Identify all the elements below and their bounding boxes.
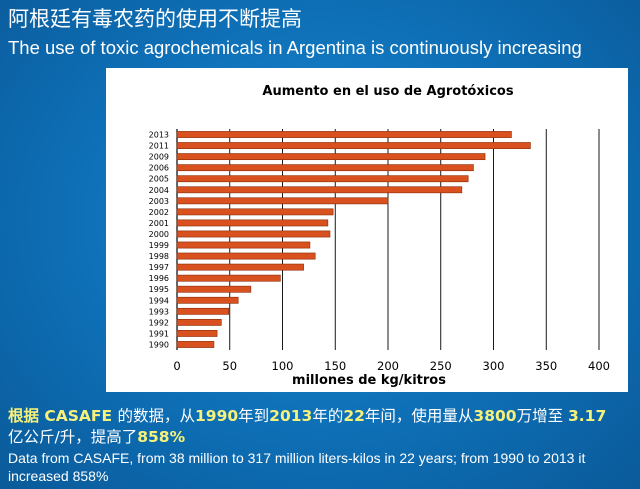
x-tick-label: 250 bbox=[430, 359, 452, 373]
bar-1991 bbox=[176, 330, 218, 337]
bar-2009 bbox=[176, 153, 486, 161]
x-tick-label: 300 bbox=[483, 359, 505, 373]
y-tick-label: 2003 bbox=[149, 197, 169, 206]
x-tick-label: 100 bbox=[272, 359, 294, 373]
footer-cn-part: 年到 bbox=[238, 407, 270, 425]
bar-1992 bbox=[176, 318, 222, 326]
y-tick-label: 2006 bbox=[149, 164, 169, 173]
bar-1997 bbox=[176, 263, 304, 271]
bar-chart: Aumento en el uso de Agrotóxicos 0 50 100 15… bbox=[149, 84, 610, 388]
bar-2000 bbox=[176, 230, 331, 238]
bar-1993 bbox=[176, 307, 229, 315]
y-tick-label: 1998 bbox=[149, 252, 169, 261]
bar-2002 bbox=[176, 208, 334, 216]
chart-title: Aumento en el uso de Agrotóxicos bbox=[262, 84, 513, 99]
y-tick-label: 1991 bbox=[149, 329, 169, 338]
footer-cn-part: 3.17 bbox=[568, 407, 607, 425]
bar-2013 bbox=[176, 131, 512, 138]
y-tick-label: 2004 bbox=[149, 186, 169, 195]
footer-cn-part: 的数据，从 bbox=[117, 407, 196, 425]
bar-2003 bbox=[176, 197, 389, 205]
footer-cn-part: 22 bbox=[343, 407, 365, 425]
x-tick-label: 200 bbox=[377, 359, 399, 373]
bar-1994 bbox=[176, 296, 239, 304]
y-tick-label: 1990 bbox=[149, 340, 169, 349]
x-tick-label: 150 bbox=[324, 359, 346, 373]
bar-1990 bbox=[176, 341, 215, 348]
footer-cn-part: 858% bbox=[137, 428, 186, 446]
bar-1996 bbox=[176, 274, 281, 282]
x-tick-label: 0 bbox=[173, 359, 180, 373]
bar-1999 bbox=[176, 241, 311, 249]
y-tick-label: 2013 bbox=[149, 131, 169, 140]
y-tick-label: 1996 bbox=[149, 274, 169, 283]
y-tick-label: 2001 bbox=[149, 219, 169, 228]
bar-2006 bbox=[176, 164, 474, 172]
y-tick-label: 1992 bbox=[149, 318, 169, 327]
y-tick-label: 2005 bbox=[149, 175, 169, 184]
bar-1998 bbox=[176, 252, 316, 260]
y-tick-label: 1997 bbox=[149, 263, 169, 272]
y-tick-label: 2002 bbox=[149, 208, 169, 217]
footer-cn-part: 3800 bbox=[473, 407, 517, 425]
y-tick-label: 2000 bbox=[149, 230, 169, 239]
bar-2001 bbox=[176, 219, 329, 227]
bar-2005 bbox=[176, 175, 469, 183]
footer-cn-part: 年的 bbox=[312, 407, 344, 425]
x-axis-label: millones de kg/kitros bbox=[292, 373, 446, 388]
x-tick-label: 50 bbox=[222, 359, 237, 373]
footer-english-summary: Data from CASAFE, from 38 million to 317… bbox=[8, 450, 586, 484]
page-title-english: The use of toxic agrochemicals in Argent… bbox=[8, 37, 582, 58]
x-tick-label: 400 bbox=[588, 359, 610, 373]
y-tick-label: 1994 bbox=[149, 296, 169, 305]
footer-cn-part: 2013 bbox=[269, 407, 313, 425]
chart-panel: Aumento en el uso de Agrotóxicos 0 50 100 15… bbox=[106, 68, 628, 392]
footer-cn-part: 1990 bbox=[195, 407, 239, 425]
bar-2011 bbox=[176, 142, 531, 149]
y-tick-label: 1995 bbox=[149, 285, 169, 294]
footer-cn-part: 根据 CASAFE bbox=[8, 407, 118, 425]
page-title-chinese: 阿根廷有毒农药的使用不断提高 bbox=[8, 7, 302, 31]
footer-cn-part: 年间，使用量从 bbox=[364, 407, 474, 425]
y-tick-label: 2011 bbox=[149, 142, 169, 151]
bar-2004 bbox=[176, 186, 463, 194]
bar-1995 bbox=[176, 285, 252, 293]
footer-cn-part: 亿公斤/升，提高了 bbox=[8, 428, 138, 446]
footer-cn-part: 万增至 bbox=[516, 407, 568, 425]
y-tick-label: 2009 bbox=[149, 153, 169, 162]
y-tick-label: 1993 bbox=[149, 307, 169, 316]
y-tick-label: 1999 bbox=[149, 241, 169, 250]
x-tick-label: 350 bbox=[535, 359, 557, 373]
footer-chinese-summary: 根据 CASAFE 的数据，从1990年到2013年的22年间，使用量从3800… bbox=[8, 406, 636, 448]
